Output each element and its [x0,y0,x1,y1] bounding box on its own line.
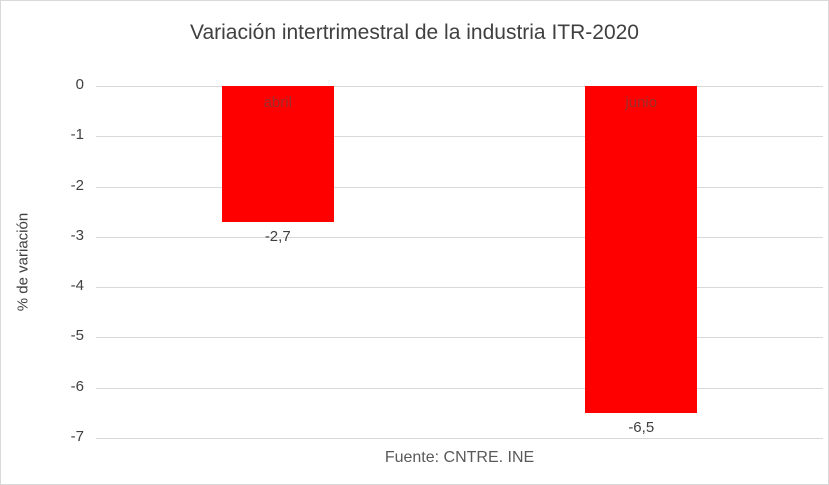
bar-abril: abril [221,86,334,222]
y-tick-label: -2 [70,176,84,194]
y-tick-label: -7 [70,428,84,445]
gridline [96,387,823,389]
bar-value-label: -2,7 [264,227,291,245]
gridline [96,86,823,87]
bar-category-label: junio [625,94,658,111]
bar-value-label: -6,5 [628,418,655,436]
y-tick-label: -5 [70,327,84,345]
y-tick-label: -1 [70,126,84,144]
y-tick-label: -4 [70,277,84,295]
gridline [96,438,823,439]
gridline [96,186,823,188]
y-tick-label: -6 [70,377,84,395]
gridline [96,136,823,138]
y-tick-label: -3 [70,226,84,244]
y-axis-title: % de variación [14,212,32,312]
gridline [96,337,823,339]
plot-area: abril -2,7 junio -6,5 [96,86,823,439]
source-caption: Fuente: CNTRE. INE [384,449,535,466]
bar-junio: junio [585,86,698,413]
chart-title: Variación intertrimestral de la industri… [190,21,639,44]
y-tick-label: 0 [75,76,84,93]
gridline [96,287,823,289]
bar-category-label: abril [263,94,292,111]
gridline [96,236,823,238]
